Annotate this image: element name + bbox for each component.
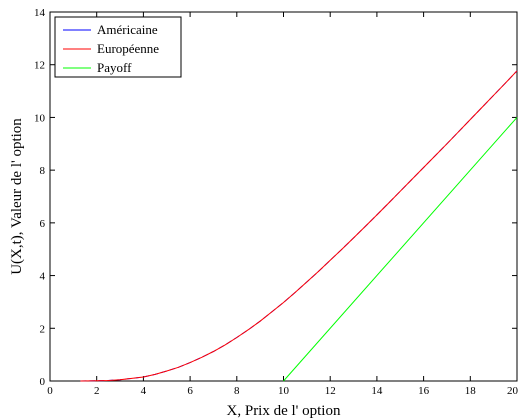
x-tick-label: 4	[141, 385, 147, 397]
x-tick-label: 2	[94, 385, 100, 397]
x-tick-label: 18	[465, 385, 477, 397]
x-tick-label: 8	[234, 385, 240, 397]
y-tick-label: 8	[40, 165, 46, 177]
x-tick-label: 10	[278, 385, 290, 397]
y-tick-label: 2	[40, 323, 46, 335]
y-tick-label: 12	[34, 60, 45, 72]
legend-label: Payoff	[97, 60, 132, 75]
series-layer	[80, 70, 518, 382]
x-tick-label: 6	[187, 385, 193, 397]
y-tick-label: 0	[40, 376, 46, 388]
legend-label: Européenne	[97, 41, 159, 56]
y-tick-label: 10	[34, 112, 46, 124]
x-tick-label: 14	[371, 385, 383, 397]
y-tick-label: 14	[34, 7, 46, 19]
y-tick-label: 6	[40, 218, 46, 230]
x-tick-label: 20	[507, 385, 519, 397]
x-tick-label: 16	[418, 385, 430, 397]
legend: Américaine Européenne Payoff	[54, 16, 182, 78]
y-tick-label: 4	[40, 271, 46, 283]
x-tick-label: 12	[325, 385, 336, 397]
legend-box	[54, 16, 182, 78]
legend-label: Américaine	[97, 22, 158, 37]
series-line-europ-enne	[80, 70, 518, 382]
x-tick-label: 0	[47, 385, 53, 397]
axis-ticks: 0 2 4 6 8 10 12 14 16 18 20 0 2 4 6 8 10 12 14	[34, 7, 519, 397]
x-axis-label: X, Prix de l' option	[227, 403, 341, 419]
series-line-payoff	[283, 117, 518, 382]
y-axis-label: U(X,t), Valeur de l' option	[9, 118, 25, 275]
